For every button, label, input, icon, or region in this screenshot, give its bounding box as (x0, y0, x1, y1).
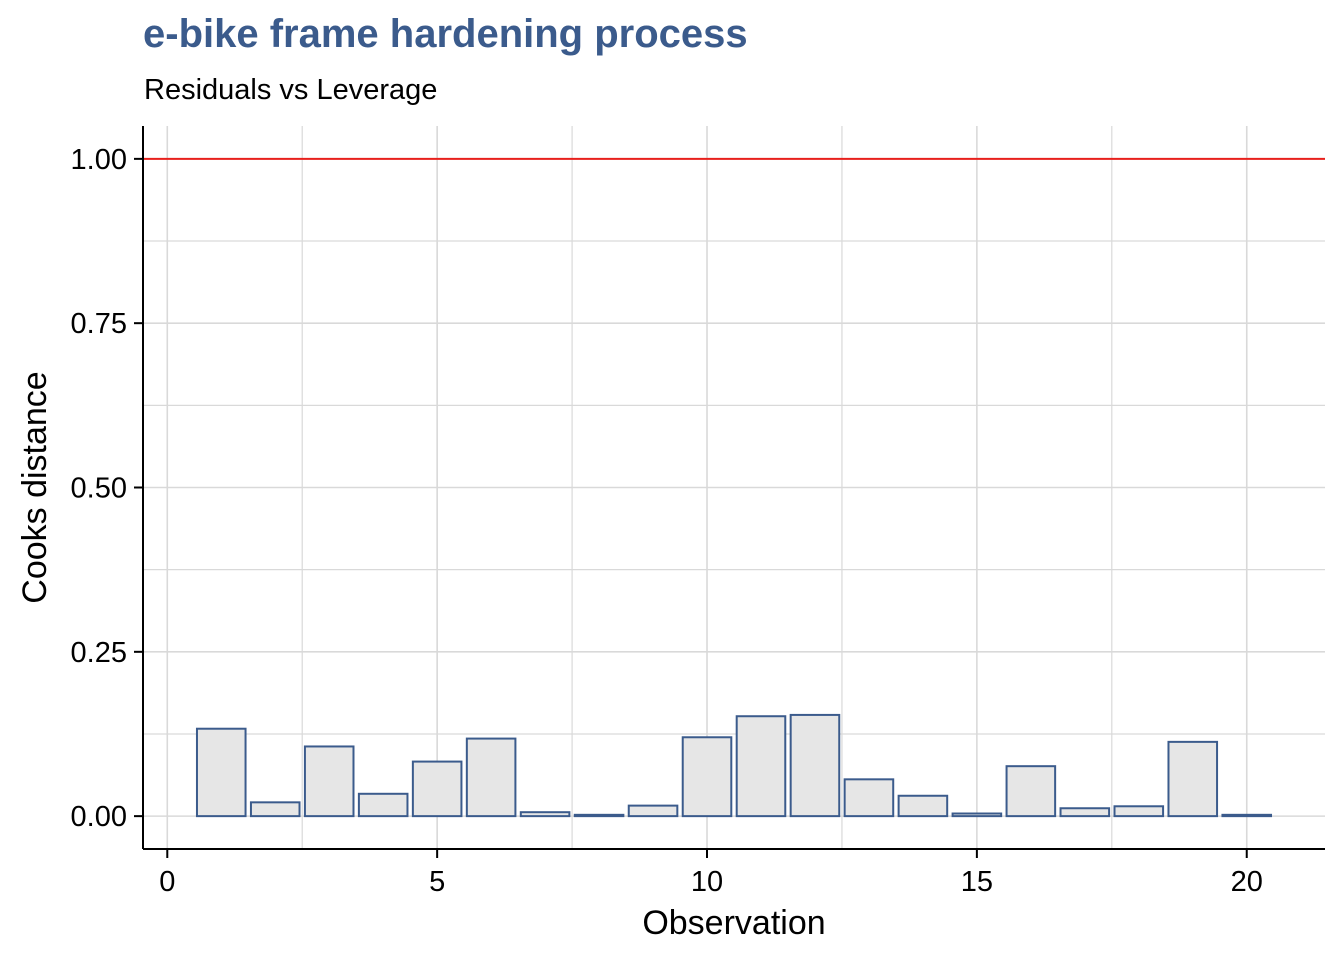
x-tick-label: 5 (429, 866, 445, 898)
bar-observation-7 (519, 811, 571, 818)
chart-title: e-bike frame hardening process (143, 12, 748, 56)
bars (195, 713, 1273, 818)
ticks: 0 5 10 15 20 0.00 0.25 0.50 0.75 1.00 (71, 144, 1263, 898)
x-tick-label: 0 (159, 866, 175, 898)
bar-observation-6 (465, 737, 517, 818)
x-tick-label: 10 (691, 866, 723, 898)
bar-observation-20 (1221, 813, 1273, 818)
y-tick-label: 0.25 (71, 637, 127, 669)
bar-observation-11 (735, 715, 787, 818)
bar-observation-4 (357, 792, 409, 818)
bar-observation-15 (951, 812, 1003, 818)
x-axis-title: Observation (642, 904, 825, 942)
bar-observation-13 (843, 778, 895, 818)
bar-observation-5 (411, 760, 463, 818)
grid-lines (143, 126, 1325, 849)
bar-observation-16 (1005, 765, 1057, 818)
y-axis-title: Cooks distance (16, 371, 54, 603)
bar-observation-14 (897, 794, 949, 818)
bar-observation-2 (249, 801, 301, 818)
y-tick-label: 0.75 (71, 308, 127, 340)
bar-observation-17 (1059, 807, 1111, 818)
x-tick-label: 15 (961, 866, 993, 898)
bar-observation-9 (627, 804, 679, 818)
bar-observation-3 (303, 745, 355, 818)
x-tick-label: 20 (1231, 866, 1263, 898)
bar-observation-1 (195, 727, 247, 818)
bar-observation-19 (1167, 740, 1219, 818)
y-tick-label: 0.50 (71, 473, 127, 505)
y-tick-label: 0.00 (71, 801, 127, 833)
chart-subtitle: Residuals vs Leverage (144, 74, 438, 106)
bar-observation-18 (1113, 805, 1165, 818)
bar-observation-10 (681, 736, 733, 818)
bar-observation-8 (573, 813, 625, 818)
y-tick-label: 1.00 (71, 144, 127, 176)
bar-observation-12 (789, 713, 841, 818)
